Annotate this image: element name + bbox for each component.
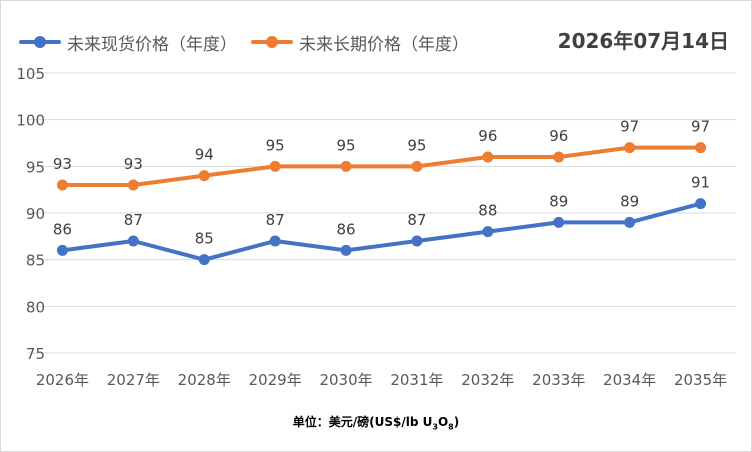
series-2-data-label: 94 [195, 146, 214, 164]
series-2-data-label: 93 [124, 155, 143, 173]
y-tick-label: 75 [26, 345, 45, 363]
series-1-data-label: 86 [337, 220, 356, 238]
y-tick-label: 100 [16, 112, 45, 130]
series-2-point [411, 160, 423, 172]
series-2-point [269, 160, 281, 172]
y-tick-label: 105 [16, 65, 45, 83]
series-2-data-label: 96 [478, 127, 497, 145]
series-line-2 [60, 145, 703, 187]
date-label: 2026年07月14日 [557, 29, 729, 53]
series-2-point [340, 160, 352, 172]
series-1-data-label: 91 [691, 174, 710, 192]
x-tick-label: 2030年 [319, 371, 372, 389]
series-2-point [198, 170, 210, 182]
x-tick-label: 2026年 [36, 371, 89, 389]
series-2-point [695, 142, 707, 154]
series-1-point [624, 216, 636, 228]
series-1-data-label: 87 [407, 211, 426, 229]
series-1-point [198, 254, 210, 266]
legend-swatch-spot [19, 31, 61, 53]
y-tick-label: 80 [26, 298, 45, 316]
series-line-1 [60, 201, 703, 262]
x-tick-label: 2033年 [532, 371, 585, 389]
series-1-point [553, 216, 565, 228]
series-2-data-label: 96 [549, 127, 568, 145]
series-1-point [482, 226, 494, 238]
y-tick-label: 95 [26, 158, 45, 176]
x-tick-label: 2028年 [178, 371, 231, 389]
series-2-data-label: 95 [407, 136, 426, 154]
x-tick-label: 2035年 [674, 371, 727, 389]
x-tick-label: 2031年 [390, 371, 443, 389]
unit-sub-2: 8 [448, 422, 454, 432]
unit-suffix: ) [453, 415, 460, 429]
x-tick-label: 2029年 [249, 371, 302, 389]
series-2-data-label: 95 [337, 136, 356, 154]
series-1-point [411, 235, 423, 247]
series-1-data-label: 88 [478, 202, 497, 220]
series-1-point [340, 244, 352, 256]
unit-sub-1: 3 [432, 422, 438, 432]
series-1-point [127, 235, 139, 247]
chart-legend: 未来现货价格（年度） 未来长期价格（年度） [19, 30, 469, 55]
series-1-data-label: 89 [620, 192, 639, 210]
series-1-data-label: 86 [53, 220, 72, 238]
legend-label-longterm: 未来长期价格（年度） [299, 34, 469, 55]
series-1-data-label: 89 [549, 192, 568, 210]
series-1-data-label: 87 [266, 211, 285, 229]
series-2-point [482, 151, 494, 163]
legend-swatch-longterm [251, 31, 293, 53]
series-1-point [695, 198, 707, 210]
y-tick-label: 85 [26, 252, 45, 270]
series-2-point [127, 179, 139, 191]
series-1-data-label: 87 [124, 211, 143, 229]
legend-item-longterm: 未来长期价格（年度） [251, 30, 469, 55]
series-2-point [624, 142, 636, 154]
x-tick-label: 2034年 [603, 371, 656, 389]
series-1-data-label: 85 [195, 230, 214, 248]
series-1-point [56, 244, 68, 256]
series-2-data-label: 95 [266, 136, 285, 154]
series-2-point [56, 179, 68, 191]
unit-prefix: 单位：美元/磅(US$/lb U [292, 415, 433, 429]
x-tick-label: 2032年 [461, 371, 514, 389]
series-2-data-label: 97 [691, 118, 710, 136]
series-2-data-label: 93 [53, 155, 72, 173]
legend-item-spot: 未来现货价格（年度） [19, 30, 237, 55]
unit-mid: O [437, 415, 449, 429]
y-tick-label: 90 [26, 205, 45, 223]
series-2-data-label: 97 [620, 118, 639, 136]
series-2-point [553, 151, 565, 163]
series-1-point [269, 235, 281, 247]
x-tick-label: 2027年 [107, 371, 160, 389]
legend-label-spot: 未来现货价格（年度） [67, 34, 237, 55]
unit-label: 单位：美元/磅(US$/lb U3O8) [1, 413, 751, 431]
